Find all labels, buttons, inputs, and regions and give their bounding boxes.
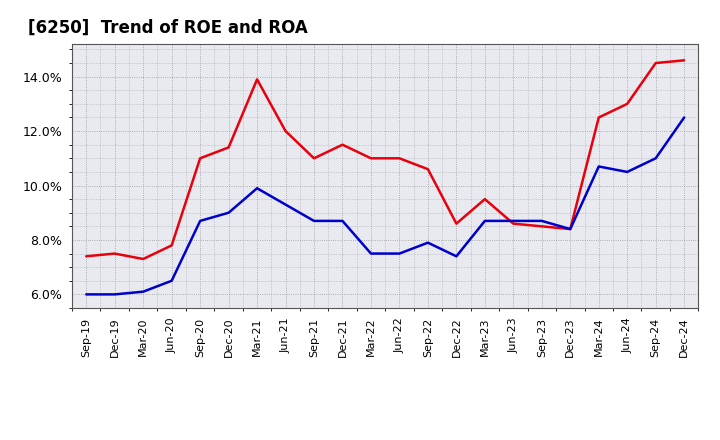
ROA bbox=[652, 156, 660, 161]
ROE bbox=[225, 145, 233, 150]
ROA bbox=[139, 289, 148, 294]
ROE bbox=[282, 128, 290, 134]
ROA bbox=[395, 251, 404, 256]
ROE bbox=[139, 257, 148, 262]
ROE bbox=[82, 253, 91, 259]
ROE bbox=[366, 156, 375, 161]
ROE bbox=[623, 101, 631, 106]
ROE bbox=[338, 142, 347, 147]
ROA bbox=[480, 218, 489, 224]
ROE bbox=[395, 156, 404, 161]
ROE bbox=[480, 197, 489, 202]
ROA bbox=[196, 218, 204, 224]
ROA bbox=[680, 115, 688, 120]
ROE bbox=[310, 156, 318, 161]
Line: ROE: ROE bbox=[86, 60, 684, 259]
ROA bbox=[509, 218, 518, 224]
ROA bbox=[623, 169, 631, 175]
ROE bbox=[196, 156, 204, 161]
ROE bbox=[680, 58, 688, 63]
ROA bbox=[282, 202, 290, 207]
ROA bbox=[310, 218, 318, 224]
ROE bbox=[595, 115, 603, 120]
ROE bbox=[566, 227, 575, 232]
ROA bbox=[253, 186, 261, 191]
ROE bbox=[423, 167, 432, 172]
ROE bbox=[652, 60, 660, 66]
Line: ROA: ROA bbox=[86, 117, 684, 294]
ROA bbox=[82, 292, 91, 297]
ROA bbox=[423, 240, 432, 246]
ROA bbox=[566, 227, 575, 232]
ROE bbox=[110, 251, 119, 256]
ROE bbox=[509, 221, 518, 226]
Text: [6250]  Trend of ROE and ROA: [6250] Trend of ROE and ROA bbox=[28, 19, 308, 37]
ROE bbox=[452, 221, 461, 226]
ROA bbox=[110, 292, 119, 297]
ROA bbox=[595, 164, 603, 169]
ROA bbox=[167, 278, 176, 283]
ROE bbox=[253, 77, 261, 82]
ROE bbox=[537, 224, 546, 229]
ROA bbox=[366, 251, 375, 256]
ROA bbox=[452, 253, 461, 259]
ROA bbox=[225, 210, 233, 216]
ROA bbox=[338, 218, 347, 224]
ROE bbox=[167, 243, 176, 248]
ROA bbox=[537, 218, 546, 224]
